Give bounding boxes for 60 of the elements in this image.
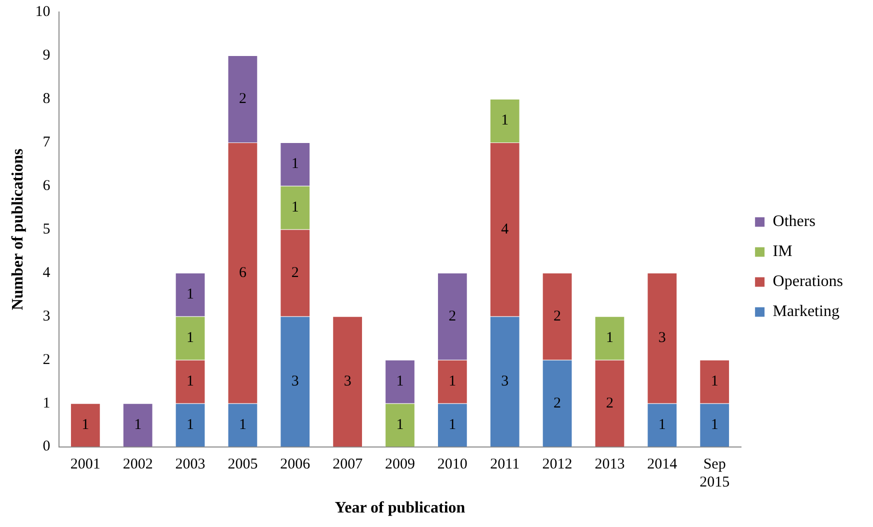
x-tick-label: 2001 bbox=[70, 456, 100, 473]
x-tick-label: 2014 bbox=[647, 456, 678, 473]
y-tick-label: 10 bbox=[35, 4, 50, 20]
data-label: 1 bbox=[82, 416, 90, 433]
data-label: 4 bbox=[501, 221, 510, 238]
y-tick-label: 4 bbox=[42, 264, 51, 281]
data-label: 1 bbox=[134, 416, 142, 433]
data-label: 1 bbox=[186, 286, 194, 303]
x-tick-label: 2003 bbox=[175, 456, 206, 473]
x-tick-label: Sep 2015 bbox=[700, 456, 730, 491]
data-label: 3 bbox=[658, 330, 666, 346]
data-label: 2 bbox=[448, 308, 456, 324]
data-label: 1 bbox=[291, 156, 299, 172]
data-label: 1 bbox=[606, 330, 614, 346]
x-tick-label: 2012 bbox=[542, 456, 572, 473]
x-tick-label: 2005 bbox=[228, 456, 258, 473]
y-tick-label: 9 bbox=[42, 47, 50, 64]
data-label: 1 bbox=[396, 374, 404, 390]
x-axis-title: Year of publication bbox=[334, 500, 466, 517]
data-label: 2 bbox=[554, 308, 562, 324]
data-label: 2 bbox=[238, 90, 246, 107]
data-label: 3 bbox=[344, 374, 352, 390]
data-label: 1 bbox=[396, 416, 404, 433]
legend-label: IM bbox=[772, 243, 792, 260]
data-label: 2 bbox=[606, 395, 614, 412]
data-label: 1 bbox=[448, 374, 456, 390]
x-tick-label: 2013 bbox=[594, 456, 625, 473]
data-label: 2 bbox=[554, 395, 562, 412]
x-tick-label: 2007 bbox=[332, 456, 364, 473]
y-axis-title: Number of publications bbox=[10, 148, 27, 310]
data-label: 1 bbox=[238, 416, 246, 433]
data-label: 1 bbox=[501, 112, 509, 129]
data-label: 1 bbox=[186, 374, 194, 390]
data-label: 3 bbox=[501, 374, 509, 390]
y-tick-label: 5 bbox=[42, 221, 50, 238]
x-tick-label: 2011 bbox=[490, 456, 520, 473]
data-label: 1 bbox=[710, 374, 718, 390]
data-label: 1 bbox=[186, 416, 194, 433]
y-tick-label: 8 bbox=[42, 90, 50, 107]
x-tick-label: 2002 bbox=[122, 456, 153, 473]
x-tick-label: 2009 bbox=[385, 456, 415, 473]
legend-label: Marketing bbox=[772, 303, 840, 320]
y-tick-label: 7 bbox=[42, 134, 51, 150]
x-tick-label: 2006 bbox=[280, 456, 311, 473]
data-label: 1 bbox=[291, 200, 299, 216]
data-label: 3 bbox=[291, 374, 299, 390]
legend-label: Others bbox=[772, 213, 816, 230]
data-label: 1 bbox=[710, 416, 718, 433]
y-tick-label: 3 bbox=[42, 308, 50, 324]
legend-label: Operations bbox=[772, 273, 843, 290]
y-tick-label: 1 bbox=[42, 395, 50, 412]
y-tick-label: 2 bbox=[42, 352, 50, 368]
data-label: 2 bbox=[291, 264, 299, 281]
data-label: 1 bbox=[448, 416, 456, 433]
data-label: 1 bbox=[186, 330, 194, 346]
x-tick-label: 2010 bbox=[437, 456, 468, 473]
y-tick-label: 0 bbox=[42, 438, 50, 455]
y-tick-label: 6 bbox=[42, 178, 51, 194]
data-label: 1 bbox=[658, 416, 666, 433]
data-label: 6 bbox=[238, 264, 247, 281]
